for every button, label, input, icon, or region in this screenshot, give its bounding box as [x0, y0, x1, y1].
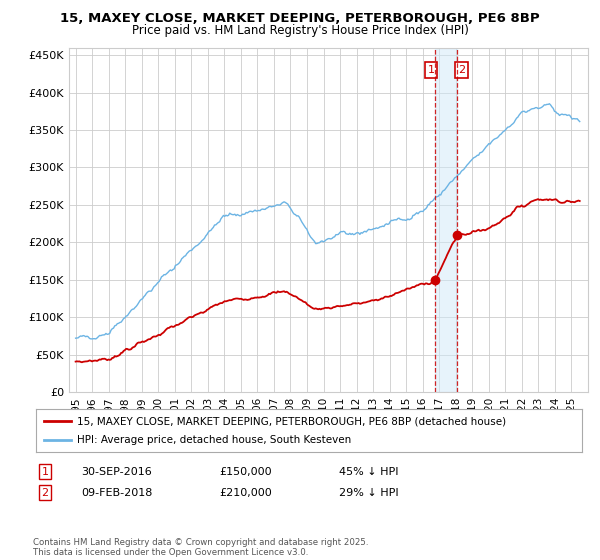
Text: 2: 2 — [458, 65, 465, 75]
Text: 09-FEB-2018: 09-FEB-2018 — [81, 488, 152, 498]
Text: 2: 2 — [41, 488, 49, 498]
Text: 15, MAXEY CLOSE, MARKET DEEPING, PETERBOROUGH, PE6 8BP: 15, MAXEY CLOSE, MARKET DEEPING, PETERBO… — [60, 12, 540, 25]
Bar — [435, 48, 457, 392]
Text: Contains HM Land Registry data © Crown copyright and database right 2025.
This d: Contains HM Land Registry data © Crown c… — [33, 538, 368, 557]
Text: £150,000: £150,000 — [219, 466, 272, 477]
Text: 15, MAXEY CLOSE, MARKET DEEPING, PETERBOROUGH, PE6 8BP (detached house): 15, MAXEY CLOSE, MARKET DEEPING, PETERBO… — [77, 416, 506, 426]
Text: 1: 1 — [427, 65, 434, 75]
Text: HPI: Average price, detached house, South Kesteven: HPI: Average price, detached house, Sout… — [77, 435, 351, 445]
Text: 45% ↓ HPI: 45% ↓ HPI — [339, 466, 398, 477]
Text: £210,000: £210,000 — [219, 488, 272, 498]
Text: Price paid vs. HM Land Registry's House Price Index (HPI): Price paid vs. HM Land Registry's House … — [131, 24, 469, 36]
Text: 30-SEP-2016: 30-SEP-2016 — [81, 466, 152, 477]
Text: 29% ↓ HPI: 29% ↓ HPI — [339, 488, 398, 498]
Text: 1: 1 — [41, 466, 49, 477]
